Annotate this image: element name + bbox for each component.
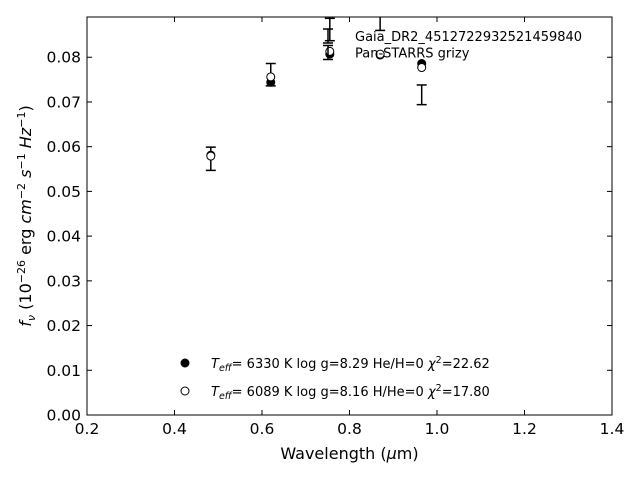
y-axis-label: fν (10−26 erg cm−2 s−1 Hz−1) xyxy=(15,105,38,326)
y-tick-label: 0.07 xyxy=(46,93,81,111)
y-tick-label: 0.02 xyxy=(46,317,81,335)
legend-entry: Gaia_DR2_4512722932521459840 xyxy=(323,28,582,45)
annotation-text: Teff= 6330 K log g=8.29 He/H=0 χ2=22.62 xyxy=(211,355,490,374)
x-tick-label: 1.2 xyxy=(512,420,537,438)
legend-label: Pan-STARRS grizy xyxy=(355,47,470,62)
model-annotations: Teff= 6330 K log g=8.29 He/H=0 χ2=22.62 T… xyxy=(180,355,490,402)
legend-label: Gaia_DR2_4512722932521459840 xyxy=(355,30,582,45)
error-bar xyxy=(375,17,386,32)
y-tick-label: 0.01 xyxy=(46,362,81,380)
x-tick-label: 0.8 xyxy=(337,420,362,438)
y-tick-label: 0.04 xyxy=(46,228,81,246)
legend: Gaia_DR2_4512722932521459840 Pan-STARRS g… xyxy=(323,28,582,62)
x-axis-ticks: 0.2 0.4 0.6 0.8 1.0 1.2 1.4 xyxy=(75,17,625,438)
data-point-open xyxy=(325,46,335,56)
x-tick-label: 0.6 xyxy=(250,420,275,438)
data-point-open xyxy=(375,49,385,59)
x-tick-label: 0.4 xyxy=(162,420,187,438)
data-point-open xyxy=(206,151,216,161)
y-tick-label: 0.06 xyxy=(46,138,81,156)
annotation-marker-filled xyxy=(180,358,190,368)
y-tick-label: 0.03 xyxy=(46,272,81,290)
x-tick-label: 1.0 xyxy=(425,420,450,438)
x-tick-label: 1.4 xyxy=(600,420,625,438)
y-axis-ticks: 0.00 0.01 0.02 0.03 0.04 0.05 0.06 0.07 0.08 xyxy=(46,49,612,425)
x-tick-label: 0.2 xyxy=(75,420,100,438)
annotation-entry: Teff= 6089 K log g=8.16 H/He=0 χ2=17.80 xyxy=(180,383,490,402)
data-point-open xyxy=(266,72,276,82)
legend-entry: Pan-STARRS grizy xyxy=(323,44,470,62)
annotation-marker-open xyxy=(180,386,190,396)
data-point-open xyxy=(417,63,427,73)
annotation-text: Teff= 6089 K log g=8.16 H/He=0 χ2=17.80 xyxy=(211,383,490,402)
y-tick-label: 0.05 xyxy=(46,183,81,201)
y-tick-label: 0.08 xyxy=(46,49,81,67)
annotation-entry: Teff= 6330 K log g=8.29 He/H=0 χ2=22.62 xyxy=(180,355,490,374)
y-tick-label: 0.00 xyxy=(46,407,81,425)
x-axis-label: Wavelength (μm) xyxy=(280,444,418,463)
error-bar xyxy=(416,84,427,106)
